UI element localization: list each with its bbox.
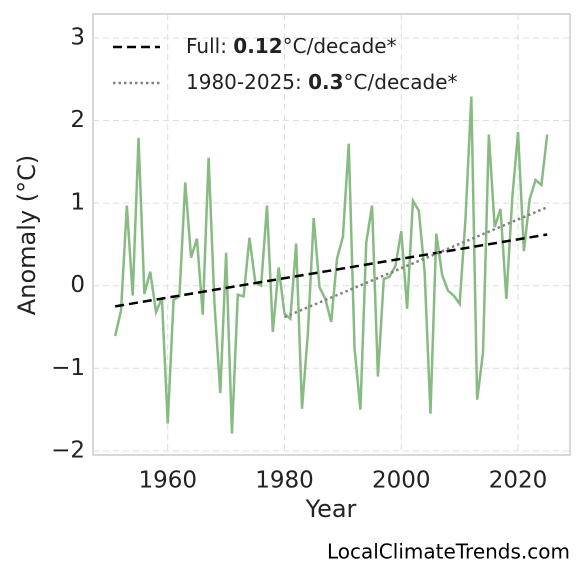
y-tick-label: 2 xyxy=(70,107,85,133)
series-line xyxy=(114,233,548,308)
legend-label: 1980-2025: 0.3°C/decade* xyxy=(186,70,458,94)
series-line xyxy=(113,96,549,434)
y-tick-label: −1 xyxy=(51,355,85,381)
y-tick-label: 1 xyxy=(70,190,85,216)
y-tick-label: 3 xyxy=(70,24,85,50)
legend-label: Full: 0.12°C/decade* xyxy=(186,34,397,58)
y-tick-label: 0 xyxy=(70,272,85,298)
x-tick-label: 2000 xyxy=(372,468,431,494)
x-tick-label: 1980 xyxy=(255,468,314,494)
y-axis-label: Anomaly (°C) xyxy=(13,155,41,315)
plot-frame xyxy=(92,13,571,456)
x-axis-label: Year xyxy=(305,495,357,523)
x-tick-label: 2020 xyxy=(489,468,548,494)
x-tick-label: 1960 xyxy=(138,468,197,494)
series-line xyxy=(284,206,548,319)
y-tick-label: −2 xyxy=(51,437,85,463)
watermark: LocalClimateTrends.com xyxy=(327,540,570,564)
